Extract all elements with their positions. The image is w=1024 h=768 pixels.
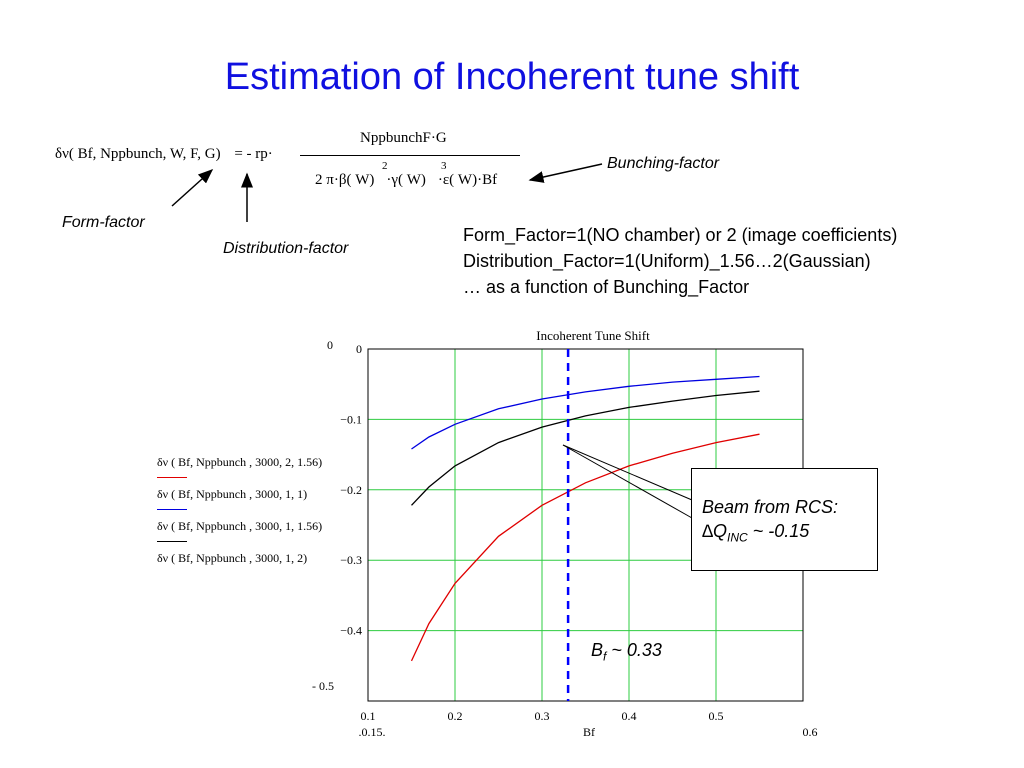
formula-eq: = - rp· xyxy=(234,146,273,162)
outer-x-right: 0.6 xyxy=(803,725,818,739)
callout-line-1: Beam from RCS: xyxy=(702,497,839,517)
series-line-1 xyxy=(410,433,760,662)
series-line-3 xyxy=(411,390,760,506)
legend-label-3: δν ( Bf, Nppbunch , 3000, 1, 1.56) xyxy=(157,519,323,533)
legend-label-4: δν ( Bf, Nppbunch , 3000, 1, 2) xyxy=(157,551,308,565)
legend-swatch-2 xyxy=(157,509,187,510)
formula-denominator: 2 π·β( W) ·γ( W) ·ε( W)·Bf xyxy=(315,172,497,189)
callout-line-2: ∆QINC ~ -0.15 xyxy=(702,519,877,550)
y-tick-label: −0.4 xyxy=(340,624,362,638)
outer-y-top: 0 xyxy=(327,338,333,352)
x-axis-label: Bf xyxy=(583,725,595,739)
legend-swatch-1 xyxy=(157,477,187,478)
note-line-2: Distribution_Factor=1(Uniform)_1.56…2(Ga… xyxy=(463,251,871,271)
x-tick-label: 0.3 xyxy=(535,709,550,723)
fraction-bar xyxy=(300,155,520,156)
rcs-callout: Beam from RCS: ∆QINC ~ -0.15 xyxy=(691,468,878,571)
callout-pointer-2 xyxy=(562,444,693,501)
formula-numerator: NppbunchF·G xyxy=(360,130,447,146)
bf-marker-label: Bf ~ 0.33 xyxy=(591,640,662,664)
outer-x-left: .0.15. xyxy=(359,725,386,739)
formula-sup-3: 3 xyxy=(441,160,447,172)
y-tick-label: −0.1 xyxy=(340,412,362,426)
series-layer xyxy=(410,349,760,701)
bunching-factor-label: Bunching-factor xyxy=(607,155,720,172)
formula-lhs: δν( Bf, Nppbunch, W, F, G) = - rp· xyxy=(55,146,273,163)
legend-label-2: δν ( Bf, Nppbunch , 3000, 1, 1) xyxy=(157,487,308,501)
chart-title: Incoherent Tune Shift xyxy=(536,328,650,343)
callout-delta: ∆Q xyxy=(702,521,728,541)
form-factor-label: Form-factor xyxy=(62,214,145,231)
x-tick-label: 0.4 xyxy=(622,709,637,723)
den-part-3: ·ε( W)·Bf xyxy=(437,172,498,188)
callout-pointer-1 xyxy=(562,444,693,519)
bf-rest: ~ 0.33 xyxy=(606,640,662,660)
notes-block: Form_Factor=1(NO chamber) or 2 (image co… xyxy=(463,222,897,300)
note-line-1: Form_Factor=1(NO chamber) or 2 (image co… xyxy=(463,225,898,245)
y-tick-label: −0.3 xyxy=(340,553,362,567)
legend-label-1: δν ( Bf, Nppbunch , 3000, 2, 1.56) xyxy=(157,455,323,469)
callout-sub: INC xyxy=(727,530,748,545)
legend-swatch-3 xyxy=(157,541,187,542)
x-tick-label: 0.5 xyxy=(709,709,724,723)
bf-prefix: B xyxy=(591,640,604,660)
formula-lhs-text: δν( Bf, Nppbunch, W, F, G) xyxy=(55,146,221,162)
den-part-2: ·γ( W) xyxy=(386,172,426,188)
tick-layer: 0.1 0.2 0.3 0.4 0.5 0 −0.1 −0.2 −0.3 −0.4 xyxy=(340,342,723,723)
y-tick-label: 0 xyxy=(356,342,362,356)
y-tick-label: −0.2 xyxy=(340,483,362,497)
formula-sup-2: 2 xyxy=(382,160,388,172)
x-tick-label: 0.1 xyxy=(361,709,376,723)
distribution-factor-label: Distribution-factor xyxy=(223,240,349,257)
den-part-1: 2 π·β( W) xyxy=(315,172,375,188)
x-tick-label: 0.2 xyxy=(448,709,463,723)
series-line-2 xyxy=(411,375,760,450)
bf-sub: f xyxy=(603,649,607,664)
bunching-factor-arrow xyxy=(528,163,603,183)
outer-y-bottom: - 0.5 xyxy=(312,679,334,693)
slide-title: Estimation of Incoherent tune shift xyxy=(224,56,800,98)
form-factor-arrow xyxy=(171,168,214,207)
note-line-3: … as a function of Bunching_Factor xyxy=(463,277,750,297)
callout-rest: ~ -0.15 xyxy=(747,521,810,541)
